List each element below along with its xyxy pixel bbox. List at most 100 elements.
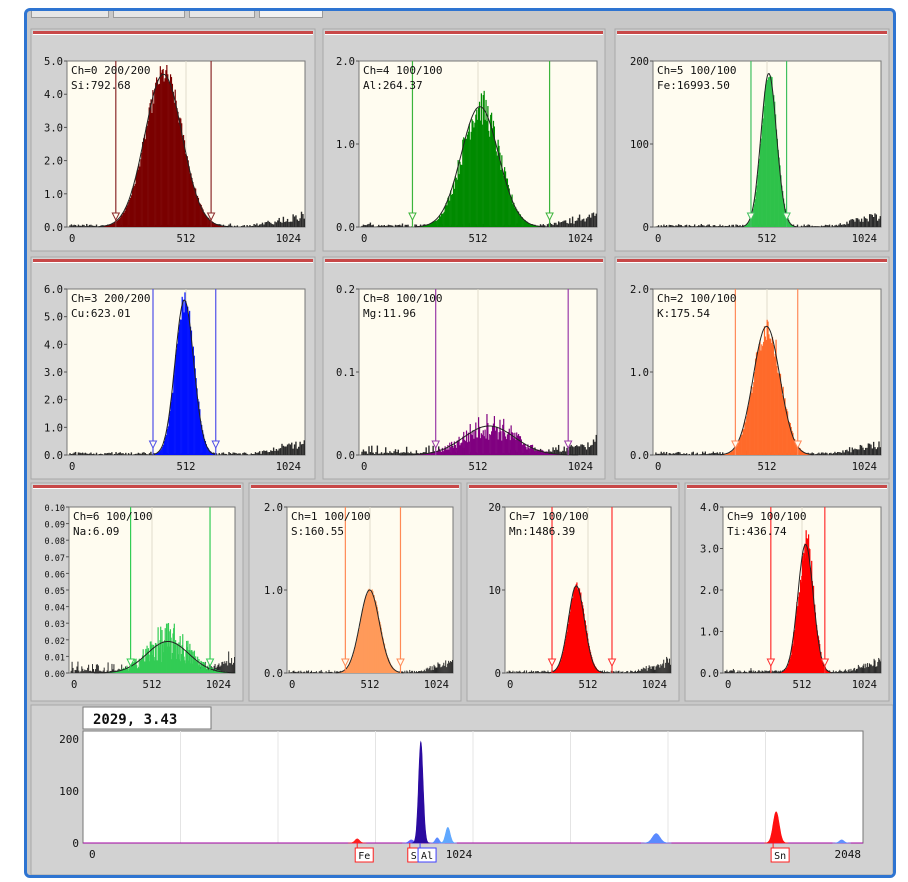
peak-bar <box>554 670 556 673</box>
background-bar <box>390 452 393 455</box>
background-bar <box>433 664 435 673</box>
peak-bar <box>440 451 443 455</box>
peak-bar <box>575 584 577 673</box>
background-bar <box>563 446 565 455</box>
background-bar <box>664 453 666 455</box>
peak-bar <box>498 432 500 455</box>
background-bar <box>221 662 223 673</box>
background-bar <box>636 671 638 673</box>
peak-bar <box>801 450 803 455</box>
peak-bar <box>154 88 156 227</box>
overview-scrollbar[interactable]: ▲ <box>895 718 896 878</box>
background-bar <box>249 225 251 227</box>
background-bar <box>225 453 227 455</box>
background-bar <box>578 446 581 455</box>
peak-bar <box>194 187 196 227</box>
background-bar <box>723 226 725 227</box>
background-bar <box>621 671 623 673</box>
background-bar <box>386 452 388 455</box>
background-bar <box>856 218 859 227</box>
background-bar <box>844 450 847 455</box>
peak-bar <box>495 151 497 227</box>
background-bar <box>216 666 218 673</box>
peak-bar <box>174 366 176 455</box>
background-bar <box>696 226 698 227</box>
background-bar <box>70 224 73 227</box>
peak-bar <box>438 449 440 455</box>
peak-bar <box>210 667 212 673</box>
background-bar <box>700 454 702 455</box>
peak-bar <box>183 140 186 227</box>
peak-bar <box>111 223 113 227</box>
background-bar <box>815 453 817 455</box>
tab-4[interactable] <box>259 11 323 18</box>
peak-bar <box>220 225 222 227</box>
element-value-label: Si:792.68 <box>71 79 131 92</box>
background-bar <box>217 664 219 673</box>
peak-bar <box>162 641 164 673</box>
background-bar <box>405 224 408 227</box>
background-bar <box>716 452 719 455</box>
peak-bar <box>766 319 768 455</box>
peak-bar <box>764 336 766 455</box>
background-bar <box>403 452 405 455</box>
peak-bar <box>827 670 829 673</box>
background-bar <box>763 672 765 673</box>
background-bar <box>639 670 641 673</box>
peak-bar <box>823 664 825 673</box>
x-tick-label: 0 <box>725 679 731 691</box>
background-bar <box>556 224 558 227</box>
background-bar <box>279 221 282 227</box>
peak-bar <box>207 217 209 227</box>
background-bar <box>141 452 144 455</box>
tab-3[interactable] <box>189 11 255 18</box>
tab-2[interactable] <box>113 11 185 18</box>
peak-bar <box>811 581 813 673</box>
background-bar <box>665 662 667 673</box>
background-bar <box>626 671 628 673</box>
peak-bar <box>374 600 377 673</box>
background-bar <box>673 226 676 227</box>
peak-bar <box>762 341 765 455</box>
background-bar <box>651 666 653 673</box>
y-tick-label: 0.08 <box>45 537 65 547</box>
peak-bar <box>589 651 592 673</box>
peak-bar <box>350 660 353 673</box>
background-bar <box>684 225 686 227</box>
peak-bar <box>798 592 800 673</box>
element-value-label: Cu:623.01 <box>71 307 131 320</box>
peak-bar <box>346 668 348 673</box>
peak-bar <box>464 138 467 227</box>
peak-bar <box>485 99 487 227</box>
peak-bar <box>748 222 750 227</box>
background-bar <box>820 225 823 227</box>
peak-bar <box>552 453 554 455</box>
y-tick-label: 0.0 <box>336 222 355 234</box>
background-bar <box>641 669 643 673</box>
peak-bar <box>754 372 756 455</box>
background-bar <box>654 669 656 673</box>
peak-bar <box>484 429 486 455</box>
x-tick-label: 0 <box>507 679 513 691</box>
peak-bar <box>188 314 190 455</box>
tab-1[interactable] <box>31 11 109 18</box>
background-bar <box>93 225 95 227</box>
peak-bar <box>514 432 516 455</box>
peak-bar <box>497 439 499 455</box>
peak-bar <box>443 211 445 227</box>
peak-bar <box>184 153 187 227</box>
peak-bar <box>505 178 508 227</box>
overview-peak <box>832 839 851 844</box>
background-bar <box>254 452 257 455</box>
peak-bar <box>581 602 583 673</box>
background-bar <box>710 453 712 455</box>
background-bar <box>550 224 553 227</box>
background-bar <box>84 452 87 455</box>
background-bar <box>69 453 71 455</box>
background-bar <box>719 224 721 227</box>
coordinate-readout: 2029, 3.43 <box>93 712 177 728</box>
peak-bar <box>193 650 196 673</box>
peak-bar <box>131 188 134 227</box>
peak-bar <box>355 645 357 673</box>
peak-bar <box>510 198 512 227</box>
